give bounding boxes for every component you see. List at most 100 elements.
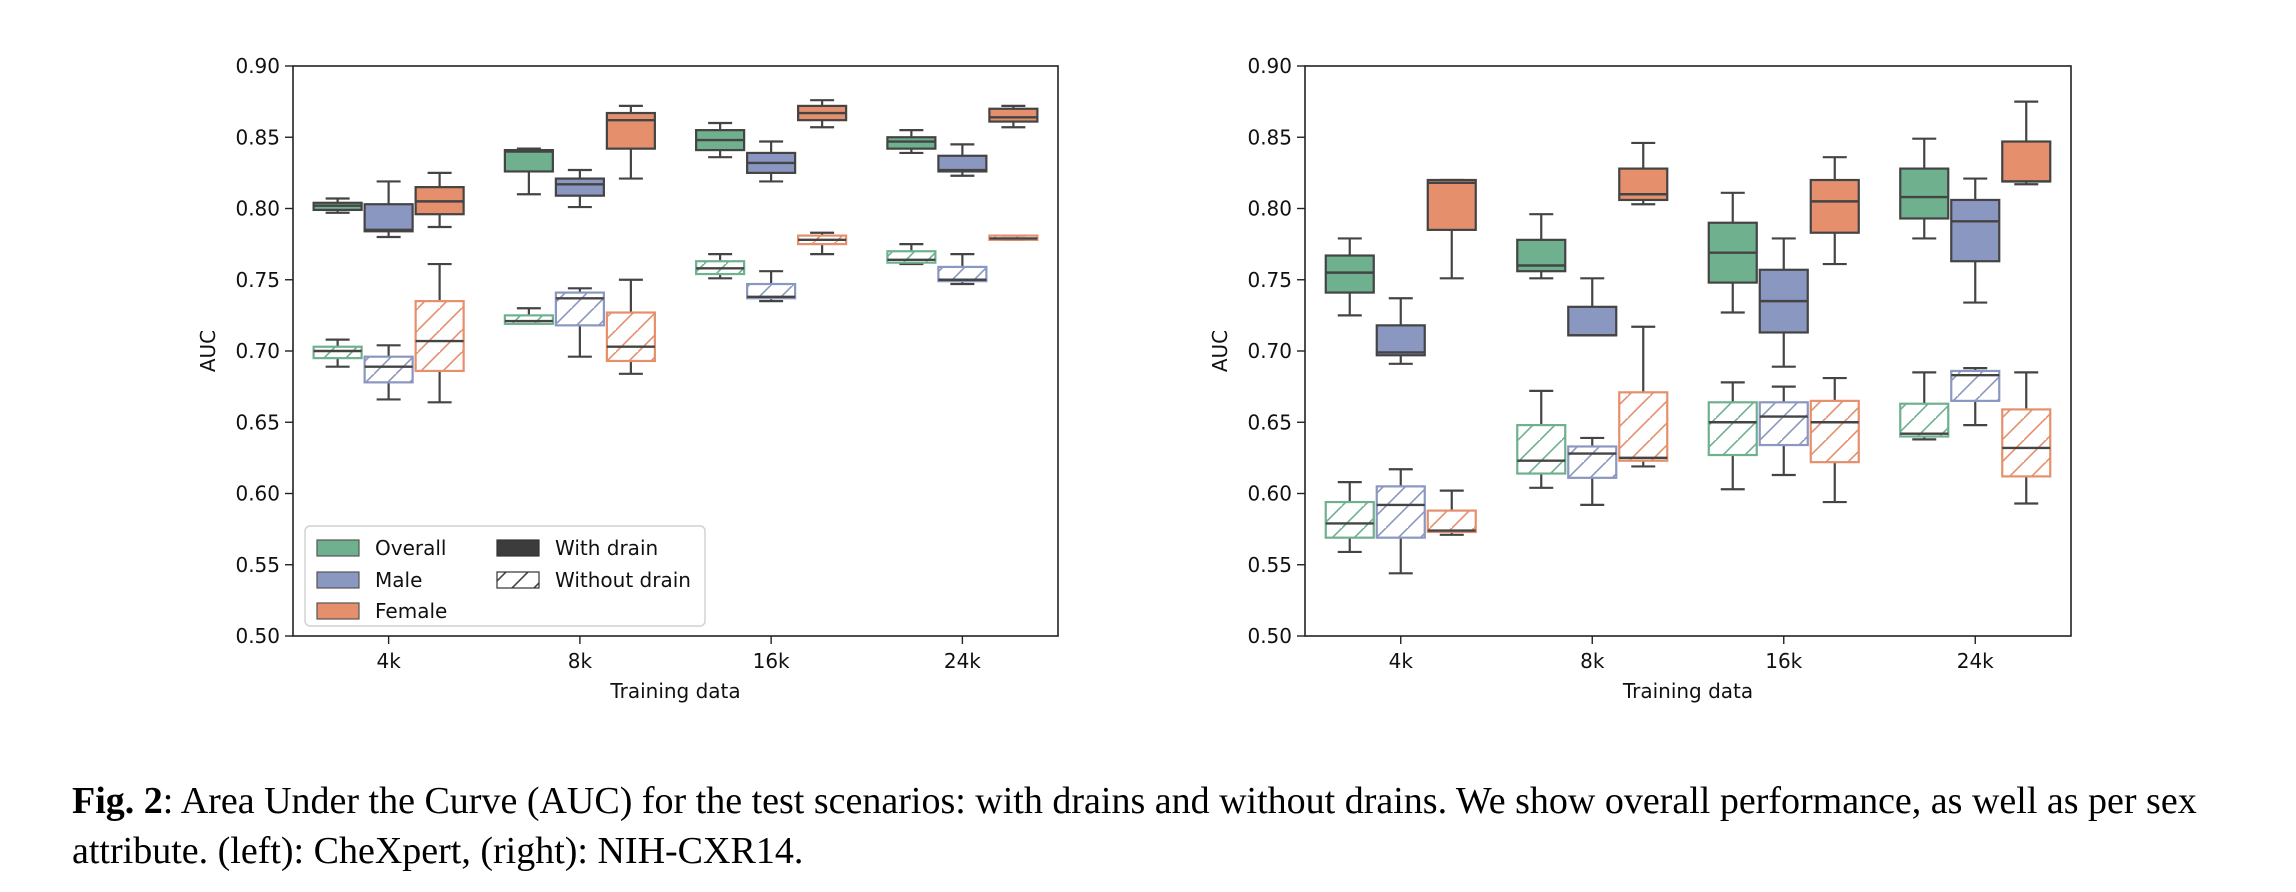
box-iqr <box>554 177 605 197</box>
x-tick-label: 4k <box>1389 649 1414 673</box>
legend-swatch-male <box>316 571 360 589</box>
box-iqr <box>1899 402 1950 438</box>
x-tick-label: 8k <box>568 649 593 673</box>
box-male-without-drain <box>937 253 988 286</box>
box-overall-with-drain <box>1899 137 1950 240</box>
y-tick-label: 0.85 <box>1247 125 1292 149</box>
legend-label-male: Male <box>375 568 422 592</box>
box-iqr <box>1375 324 1426 357</box>
box-male-without-drain <box>363 344 414 401</box>
box-iqr <box>1899 167 1950 220</box>
box-male-with-drain <box>746 140 797 183</box>
legend-swatch-without-drain <box>496 571 540 589</box>
box-iqr <box>886 250 937 264</box>
y-tick-label: 0.70 <box>1247 339 1292 363</box>
box-iqr <box>1324 254 1375 294</box>
box-female-without-drain <box>1618 325 1669 468</box>
box-overall-with-drain <box>695 121 746 159</box>
box-iqr <box>746 282 797 300</box>
y-axis-label: AUC <box>1208 330 1232 372</box>
box-male-with-drain <box>1758 237 1809 368</box>
legend-label-overall: Overall <box>375 536 446 560</box>
box-female-with-drain <box>1618 141 1669 206</box>
y-tick-label: 0.75 <box>235 268 280 292</box>
caption-text: : Area Under the Curve (AUC) for the tes… <box>72 780 2197 872</box>
box-iqr <box>988 107 1039 123</box>
box-female-without-drain <box>797 231 848 256</box>
box-overall-without-drain <box>1324 481 1375 554</box>
box-iqr <box>605 111 656 150</box>
legend-label-female: Female <box>375 599 447 623</box>
y-tick-label: 0.70 <box>235 339 280 363</box>
box-iqr <box>937 154 988 173</box>
y-tick-label: 0.85 <box>235 125 280 149</box>
box-iqr <box>414 300 465 373</box>
box-female-without-drain <box>605 278 656 375</box>
box-overall-without-drain <box>695 253 746 280</box>
box-male-without-drain <box>554 287 605 358</box>
box-male-with-drain <box>554 168 605 209</box>
box-male-without-drain <box>1758 385 1809 477</box>
y-tick-label: 0.60 <box>235 482 280 506</box>
box-iqr <box>1426 509 1477 534</box>
box-iqr <box>1707 401 1758 457</box>
box-male-without-drain <box>746 270 797 303</box>
x-axis-label: Training data <box>609 679 740 703</box>
box-iqr <box>1426 178 1477 231</box>
box-iqr <box>937 265 988 283</box>
box-overall-with-drain <box>1707 191 1758 314</box>
box-iqr <box>1618 391 1669 462</box>
y-tick-label: 0.80 <box>235 197 280 221</box>
y-tick-label: 0.90 <box>235 54 280 78</box>
box-female-with-drain <box>988 104 1039 129</box>
box-iqr <box>1375 485 1426 539</box>
chart-legend: Overall Male Female With drain Without drain <box>304 525 706 627</box>
legend-label-without-drain: Without drain <box>555 568 691 592</box>
box-female-with-drain <box>797 99 848 129</box>
box-female-with-drain <box>605 104 656 180</box>
legend-label-with-drain: With drain <box>555 536 658 560</box>
box-female-with-drain <box>1426 178 1477 280</box>
box-iqr <box>312 345 363 360</box>
box-female-with-drain <box>1809 156 1860 266</box>
x-tick-label: 16k <box>753 649 790 673</box>
box-iqr <box>1567 445 1618 479</box>
x-tick-label: 24k <box>944 649 981 673</box>
x-tick-label: 4k <box>376 649 401 673</box>
box-iqr <box>363 203 414 233</box>
box-iqr <box>1758 401 1809 447</box>
box-male-with-drain <box>363 180 414 239</box>
y-tick-label: 0.60 <box>1247 482 1292 506</box>
box-overall-with-drain <box>886 129 937 155</box>
box-male-with-drain <box>1567 277 1618 337</box>
x-tick-label: 24k <box>1957 649 1994 673</box>
y-tick-label: 0.55 <box>1247 553 1292 577</box>
box-female-without-drain <box>2001 371 2052 505</box>
caption-label: Fig. 2 <box>72 780 163 822</box>
box-male-without-drain <box>1567 436 1618 506</box>
box-male-with-drain <box>1375 297 1426 365</box>
box-overall-with-drain <box>1324 237 1375 317</box>
y-tick-label: 0.50 <box>235 624 280 648</box>
box-iqr <box>1324 500 1375 539</box>
box-overall-without-drain <box>886 243 937 266</box>
chart-panel-left: 0.50 0.55 0.60 0.65 0.70 0.75 0.80 0.85 0.90 4k 8k… <box>196 54 1059 703</box>
box-female-with-drain <box>414 171 465 229</box>
legend-swatch-overall <box>316 539 360 557</box>
box-overall-without-drain <box>312 338 363 368</box>
box-female-without-drain <box>1426 489 1477 536</box>
box-female-without-drain <box>988 234 1039 241</box>
figure-caption: Fig. 2: Area Under the Curve (AUC) for t… <box>72 776 2272 876</box>
legend-swatch-female <box>316 602 360 620</box>
legend-swatch-with-drain <box>496 539 540 557</box>
box-iqr <box>1950 198 2001 263</box>
box-female-without-drain <box>1809 376 1860 504</box>
plot-frame <box>292 65 1059 637</box>
y-tick-label: 0.75 <box>1247 268 1292 292</box>
box-iqr <box>886 136 937 150</box>
box-overall-without-drain <box>1516 389 1567 489</box>
box-iqr <box>1809 399 1860 464</box>
box-iqr <box>1516 424 1567 475</box>
box-iqr <box>1567 305 1618 337</box>
y-tick-label: 0.50 <box>1247 624 1292 648</box>
